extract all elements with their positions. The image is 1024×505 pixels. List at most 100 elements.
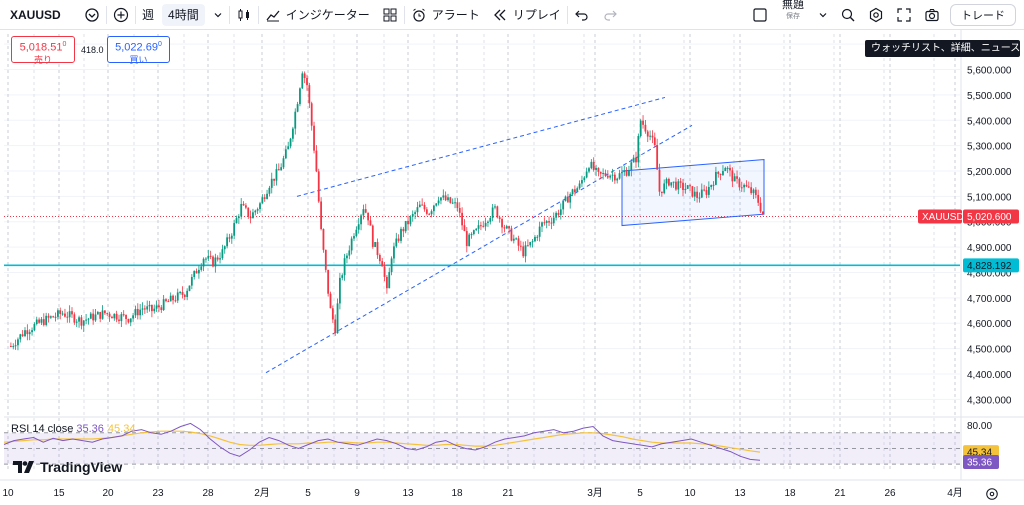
symbol-flag-icon[interactable] [78,0,106,30]
settings-gear-icon[interactable] [862,0,890,30]
candle-body [261,197,264,204]
candle-body [470,234,473,236]
candle-body [527,245,529,247]
x-axis-tick-label: 4月 [947,487,963,499]
candle-body [750,187,753,194]
candle-body [550,222,553,224]
candle-body [294,111,297,129]
layout-checkbox-icon[interactable] [746,0,774,30]
redo-icon[interactable] [596,0,624,30]
x-axis-tick-label: 13 [402,488,414,499]
candle-body [590,161,593,169]
candle-body [698,197,701,199]
candle-body [588,168,590,172]
candle-body [604,172,607,176]
candle-body [618,173,621,179]
candle-body [219,258,221,260]
candle-body [273,178,275,181]
buy-button[interactable]: 5,022.690 買い [107,36,170,65]
candle-body [404,220,407,232]
layout-menu-chevron-icon[interactable] [812,0,834,30]
price-chart-svg[interactable]: 5,700.0005,600.0005,500.0005,400.0005,30… [0,30,1024,505]
x-axis-tick-label: 21 [834,488,846,499]
quick-search-icon[interactable] [834,0,862,30]
candle-body [284,149,287,159]
sell-price: 5,018.51 [19,41,63,54]
candle-body [275,169,278,181]
candle-body [517,238,520,246]
compare-plus-icon[interactable] [107,0,135,30]
candle-body [132,315,134,319]
candle-body [339,277,341,304]
candle-body [66,316,69,318]
trade-button[interactable]: トレード [950,3,1016,26]
candle-body [668,178,670,186]
candle-body [376,242,379,255]
candle-body [282,158,285,168]
candle-body [212,256,214,267]
y-axis-tick-label: 4,800.000 [967,268,1012,279]
candle-body [374,242,377,247]
candle-body [308,85,311,104]
interval-week-button[interactable]: 週 [136,0,160,30]
candle-body [92,313,95,321]
undo-icon[interactable] [568,0,596,30]
rsi-ma-value: 45.34 [107,423,136,435]
candle-body [566,196,569,203]
candle-body [315,150,318,172]
symbol-search[interactable]: XAUUSD [0,0,78,30]
layouts-grid-icon[interactable] [376,0,404,30]
axis-settings-gear-icon[interactable] [985,487,999,504]
x-axis-tick-label: 26 [884,488,896,499]
candle-body [322,229,325,250]
candle-body [534,236,536,242]
candle-body [216,257,219,260]
alert-button[interactable]: アラート [405,0,486,30]
candle-body [141,308,144,310]
y-axis-tick-label: 4,400.000 [967,370,1012,381]
candle-body [214,257,217,267]
candle-body [715,171,717,185]
y-axis-tick-label: 4,600.000 [967,319,1012,330]
candle-style-icon[interactable] [230,0,258,30]
candle-body [49,316,52,318]
sell-label: 売り [33,54,52,65]
candle-body [259,203,261,210]
candle-body [153,308,156,312]
interval-4h-label: 4時間 [168,8,199,22]
candle-body [418,204,421,208]
indicators-button[interactable]: インジケーター [259,0,376,30]
trade-label: トレード [961,9,1005,22]
candle-body [306,78,308,86]
fullscreen-icon[interactable] [890,0,918,30]
candle-body [628,170,630,176]
x-axis-tick-label: 2月 [254,487,270,499]
candle-body [489,217,492,222]
candle-body [270,178,273,188]
snapshot-camera-icon[interactable] [918,0,946,30]
candle-body [292,128,294,139]
interval-4h-button[interactable]: 4時間 [162,3,205,26]
candle-body [198,269,200,274]
candle-body [207,255,210,259]
sell-button[interactable]: 5,018.510 売り [11,36,75,65]
candle-body [649,135,651,137]
candle-body [186,290,189,297]
candle-body [303,73,306,79]
candle-body [752,189,755,194]
candle-body [402,228,405,232]
interval-dropdown-chevron-icon[interactable] [207,0,229,30]
replay-button[interactable]: リプレイ [486,0,567,30]
candle-body [64,313,66,317]
candle-body [346,255,348,259]
candle-body [585,171,588,178]
rsi-legend[interactable]: RSI 14 close 35.36 45.34 [11,423,135,435]
candle-body [35,319,38,325]
tradingview-logo[interactable]: TradingView [13,459,122,475]
save-layout-button[interactable]: 無題 保存 [774,0,812,30]
candle-body [747,186,750,188]
y-axis-tick-label: 5,500.000 [967,91,1012,102]
candle-body [129,318,132,323]
candle-body [397,238,400,241]
chart-area[interactable]: 5,700.0005,600.0005,500.0005,400.0005,30… [0,30,1024,505]
